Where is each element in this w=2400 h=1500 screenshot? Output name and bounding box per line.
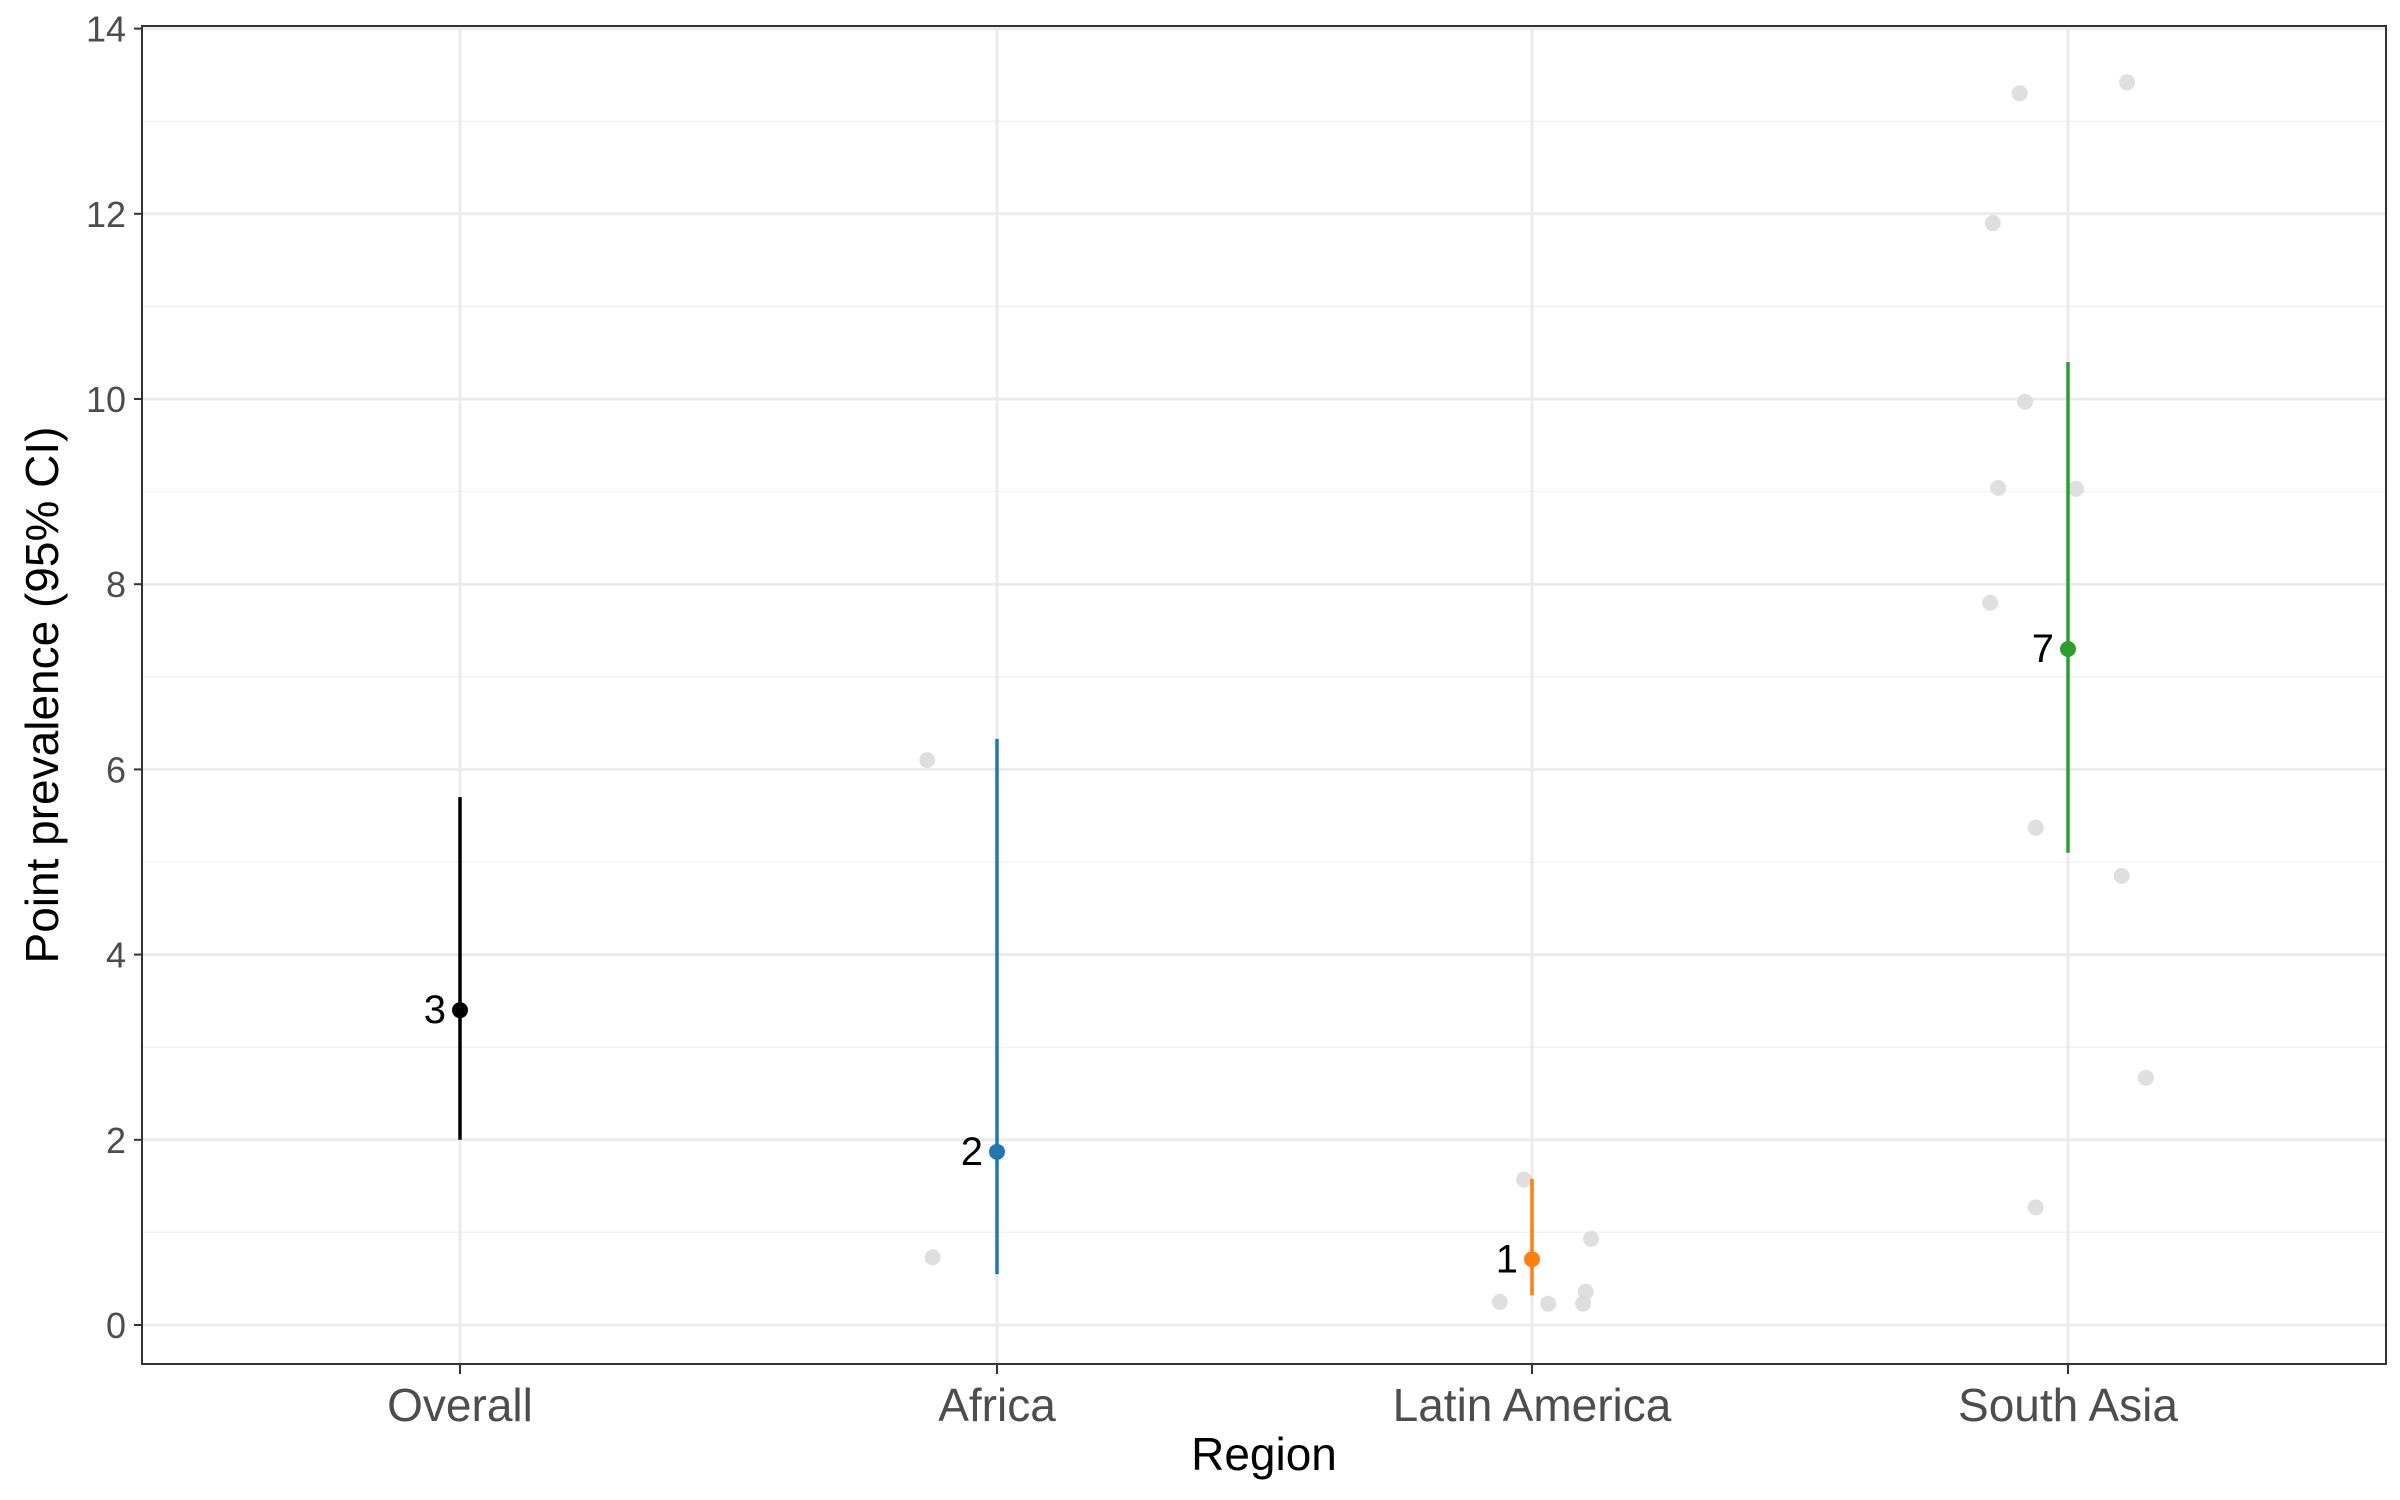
grid xyxy=(142,26,2386,1364)
study-point xyxy=(1575,1295,1592,1312)
study-point xyxy=(2011,85,2028,102)
y-tick-label: 10 xyxy=(86,379,126,420)
x-tick-label: Overall xyxy=(387,1379,533,1431)
x-axis: Overall Africa Latin America South Asia xyxy=(387,1364,2178,1431)
y-tick-label: 14 xyxy=(86,9,126,50)
estimates: 3 2 1 7 xyxy=(424,361,2076,1296)
study-point xyxy=(1984,215,2001,232)
estimate-label: 7 xyxy=(2032,627,2054,671)
study-point xyxy=(2027,819,2044,836)
study-point xyxy=(924,1249,941,1266)
y-axis: 0 2 4 6 8 10 12 14 xyxy=(86,9,142,1346)
estimate-label: 1 xyxy=(1496,1237,1518,1281)
study-point xyxy=(1982,594,1999,611)
estimate-label: 2 xyxy=(961,1130,983,1174)
study-points xyxy=(919,74,2154,1312)
x-axis-title: Region xyxy=(1191,1428,1337,1480)
y-tick-label: 6 xyxy=(106,749,126,790)
study-point xyxy=(919,752,936,769)
study-point xyxy=(1491,1293,1508,1310)
y-tick-label: 8 xyxy=(106,564,126,605)
study-point xyxy=(2113,867,2130,884)
y-tick-label: 12 xyxy=(86,194,126,235)
study-point xyxy=(1990,479,2007,496)
x-tick-label: Africa xyxy=(938,1379,1056,1431)
x-tick-label: South Asia xyxy=(1958,1379,2178,1431)
y-tick-label: 2 xyxy=(106,1120,126,1161)
study-point xyxy=(1583,1230,1600,1247)
study-point xyxy=(1577,1283,1594,1300)
estimate-point xyxy=(1524,1251,1540,1268)
study-point xyxy=(2068,480,2085,497)
study-point xyxy=(1540,1295,1557,1312)
estimate-label: 3 xyxy=(424,988,446,1032)
y-axis-title: Point prevalence (95% CI) xyxy=(16,427,68,964)
x-tick-label: Latin America xyxy=(1393,1379,1672,1431)
estimate-point xyxy=(2060,641,2076,658)
study-point xyxy=(2017,393,2034,410)
study-point xyxy=(2119,74,2136,91)
study-point xyxy=(1515,1171,1532,1188)
panel-border xyxy=(141,25,2387,1365)
estimate-point xyxy=(989,1143,1005,1160)
study-point xyxy=(2027,1199,2044,1216)
estimate-point xyxy=(452,1002,468,1019)
y-tick-label: 0 xyxy=(106,1305,126,1346)
y-tick-label: 4 xyxy=(106,935,126,976)
study-point xyxy=(2137,1069,2154,1086)
